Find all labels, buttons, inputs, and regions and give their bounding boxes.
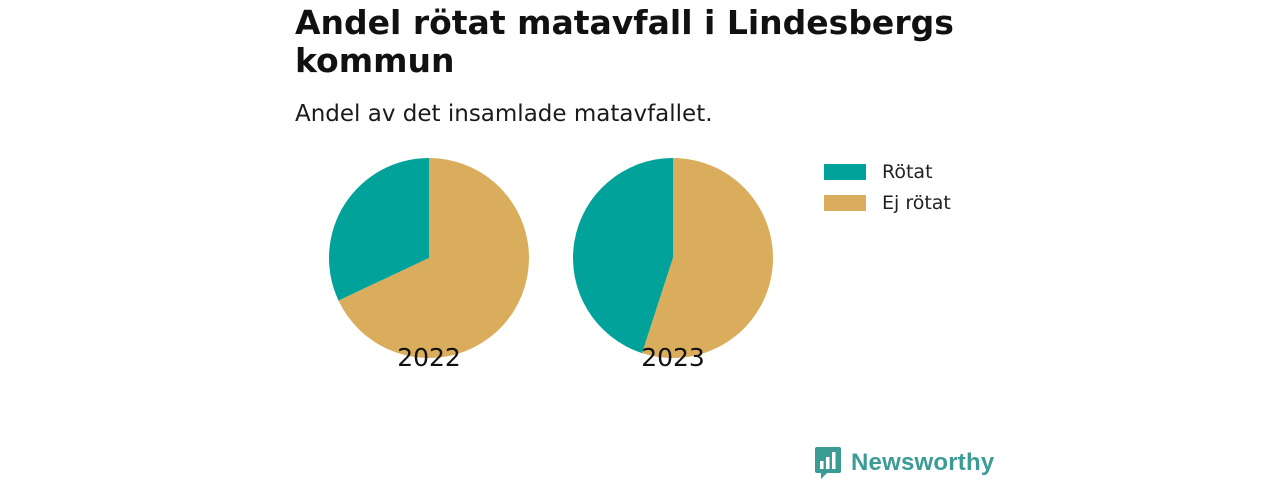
legend: Rötat Ej rötat	[824, 156, 951, 218]
chart-title: Andel rötat matavfall i Lindesbergs komm…	[295, 3, 954, 80]
newsworthy-brand[interactable]: Newsworthy	[814, 446, 994, 480]
legend-label-ej-rotat: Ej rötat	[882, 191, 951, 214]
legend-item-ej-rotat: Ej rötat	[824, 187, 951, 218]
pie-label-2022: 2022	[397, 343, 461, 372]
newsworthy-logo-icon	[815, 447, 841, 479]
legend-swatch-rotat	[824, 163, 866, 180]
pie-label-2023: 2023	[641, 343, 705, 372]
pie-2023-slice-rotat	[573, 158, 673, 354]
chart-subtitle: Andel av det insamlade matavfallet.	[295, 101, 713, 127]
brand-name: Newsworthy	[851, 449, 995, 476]
legend-swatch-ej-rotat	[824, 194, 866, 211]
pie-2022-slice-ej-rotat	[338, 158, 529, 358]
pie-2022-slice-rotat	[328, 158, 429, 301]
legend-label-rotat: Rötat	[882, 160, 933, 183]
pie-2023-slice-ej-rotat	[642, 158, 774, 359]
legend-item-rotat: Rötat	[824, 156, 951, 187]
